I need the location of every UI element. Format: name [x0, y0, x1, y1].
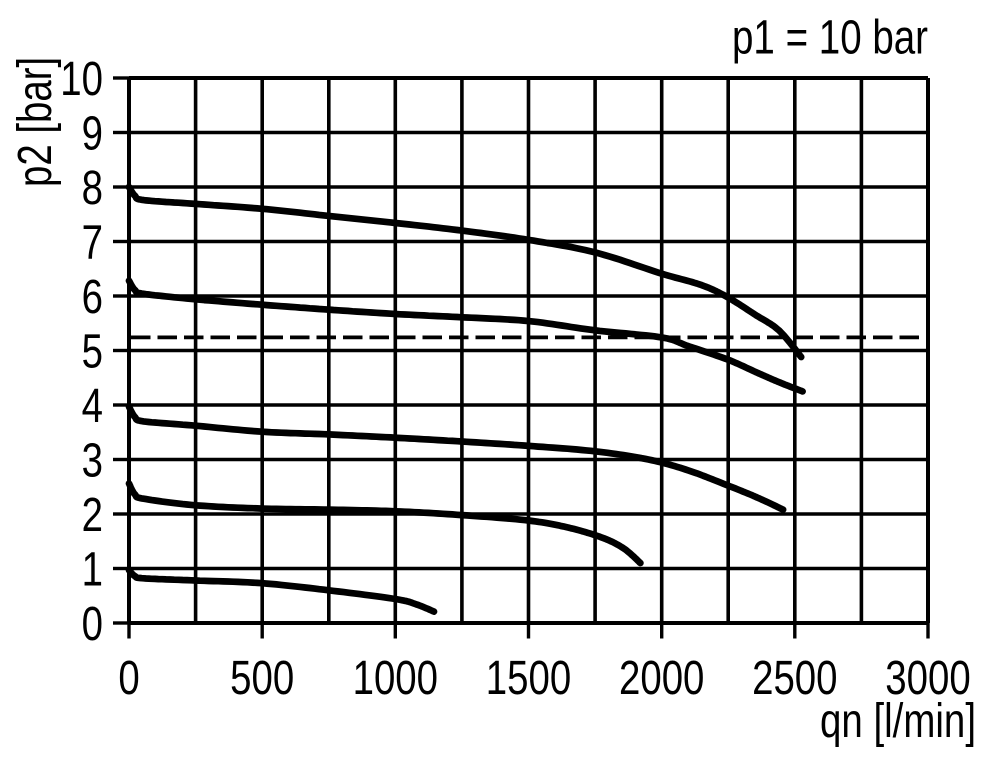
svg-text:0: 0	[118, 652, 139, 705]
svg-text:6: 6	[82, 271, 103, 324]
svg-text:5: 5	[82, 326, 103, 379]
svg-text:2000: 2000	[619, 652, 704, 705]
svg-text:7: 7	[82, 217, 103, 270]
svg-text:1: 1	[82, 544, 103, 597]
svg-text:8: 8	[82, 162, 103, 215]
svg-text:500: 500	[230, 652, 294, 705]
svg-text:1000: 1000	[353, 652, 438, 705]
svg-text:9: 9	[82, 108, 103, 161]
svg-text:2: 2	[82, 489, 103, 542]
svg-text:3: 3	[82, 435, 103, 488]
svg-text:p1 = 10 bar: p1 = 10 bar	[732, 12, 928, 65]
svg-text:p2 [bar]: p2 [bar]	[9, 57, 62, 187]
svg-text:4: 4	[82, 380, 103, 433]
svg-text:2500: 2500	[752, 652, 837, 705]
svg-text:0: 0	[82, 598, 103, 651]
svg-text:3000: 3000	[885, 652, 970, 705]
svg-text:10: 10	[60, 53, 103, 106]
svg-text:1500: 1500	[486, 652, 571, 705]
svg-text:qn [l/min]: qn [l/min]	[820, 695, 976, 748]
